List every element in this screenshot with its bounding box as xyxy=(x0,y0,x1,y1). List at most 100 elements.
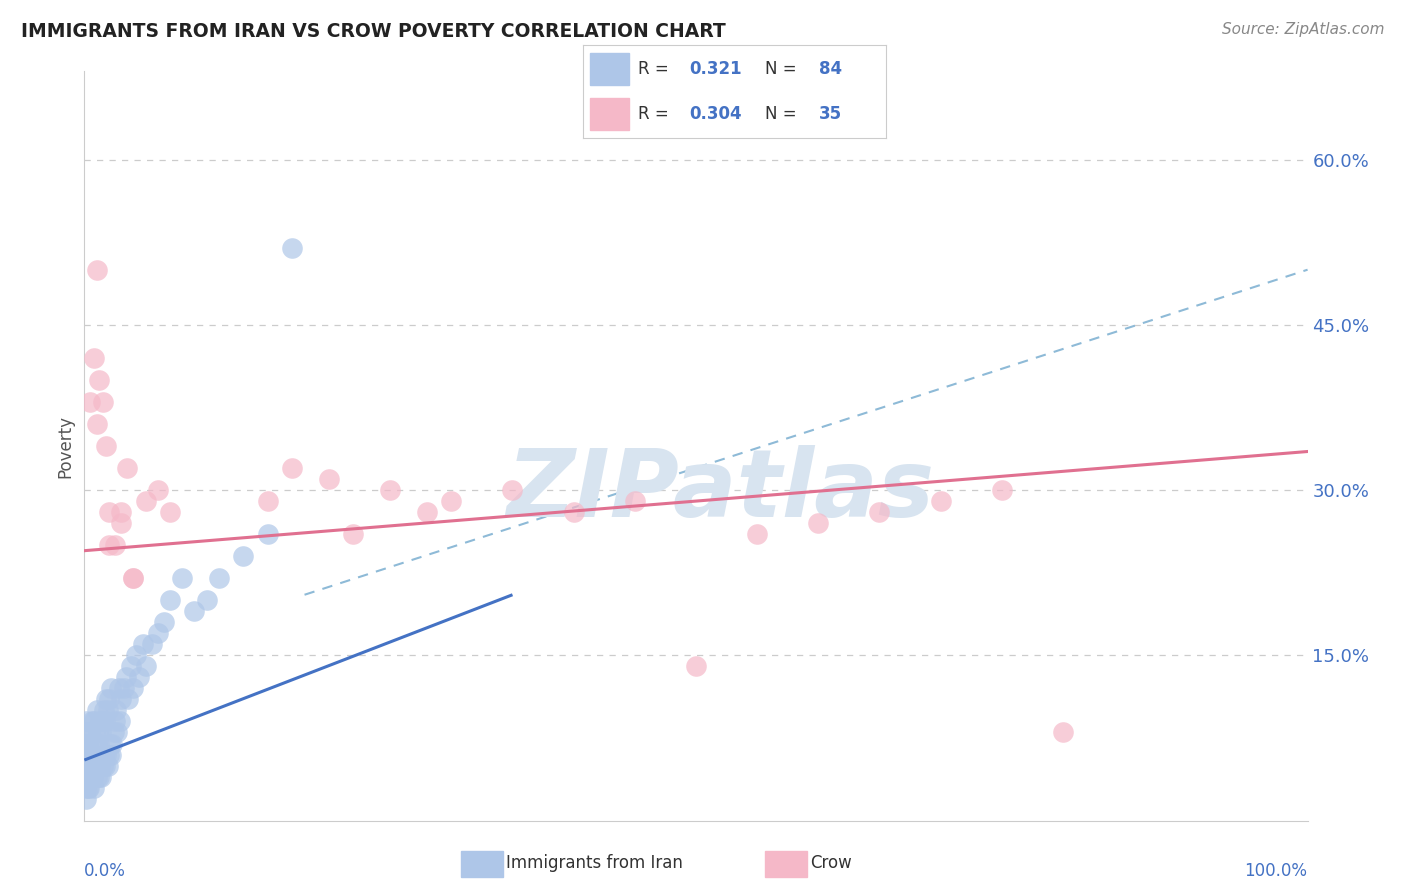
Point xyxy=(77,780,100,795)
Point xyxy=(83,747,105,762)
Point xyxy=(562,505,585,519)
Point xyxy=(87,770,110,784)
Point xyxy=(685,659,707,673)
Point xyxy=(83,714,105,729)
Point xyxy=(93,703,115,717)
Text: 84: 84 xyxy=(820,60,842,78)
Text: Source: ZipAtlas.com: Source: ZipAtlas.com xyxy=(1222,22,1385,37)
Point xyxy=(79,725,101,739)
Point xyxy=(122,571,145,585)
Point xyxy=(122,571,145,585)
Point xyxy=(90,770,112,784)
Point xyxy=(416,505,439,519)
Point xyxy=(97,505,120,519)
Point xyxy=(76,770,98,784)
Point xyxy=(97,703,120,717)
Point xyxy=(96,747,118,762)
Point xyxy=(75,791,97,805)
FancyBboxPatch shape xyxy=(589,53,628,85)
Point xyxy=(97,758,120,772)
Point xyxy=(97,692,120,706)
Point xyxy=(135,659,157,673)
Point xyxy=(77,737,100,751)
FancyBboxPatch shape xyxy=(461,851,503,878)
Point xyxy=(132,637,155,651)
Point xyxy=(101,737,124,751)
Point xyxy=(991,483,1014,497)
Point xyxy=(112,681,135,696)
Point xyxy=(87,737,110,751)
Point xyxy=(502,483,524,497)
Point xyxy=(103,725,125,739)
Point xyxy=(318,472,340,486)
Point xyxy=(91,758,114,772)
Text: 0.321: 0.321 xyxy=(689,60,742,78)
Point xyxy=(100,681,122,696)
Point xyxy=(153,615,176,630)
Point xyxy=(929,494,952,508)
Point xyxy=(128,670,150,684)
FancyBboxPatch shape xyxy=(589,98,628,130)
FancyBboxPatch shape xyxy=(765,851,807,878)
Point xyxy=(75,747,97,762)
Point xyxy=(86,703,108,717)
Point xyxy=(98,737,121,751)
Point xyxy=(79,395,101,409)
Y-axis label: Poverty: Poverty xyxy=(56,415,75,477)
Point xyxy=(159,505,181,519)
Point xyxy=(77,770,100,784)
Text: Immigrants from Iran: Immigrants from Iran xyxy=(506,854,683,872)
Point xyxy=(122,681,145,696)
Text: N =: N = xyxy=(765,105,801,123)
Point xyxy=(87,725,110,739)
Point xyxy=(104,714,127,729)
Point xyxy=(90,725,112,739)
Point xyxy=(380,483,402,497)
Point xyxy=(86,770,108,784)
Point xyxy=(232,549,254,564)
Point xyxy=(141,637,163,651)
Point xyxy=(87,758,110,772)
Point xyxy=(195,593,218,607)
Point xyxy=(83,351,105,365)
Point xyxy=(91,395,114,409)
Point xyxy=(89,714,111,729)
Point xyxy=(96,439,118,453)
Point xyxy=(89,758,111,772)
Point xyxy=(110,516,132,530)
Point xyxy=(747,527,769,541)
Point xyxy=(159,593,181,607)
Text: Crow: Crow xyxy=(810,854,852,872)
Point xyxy=(105,725,128,739)
Text: 0.0%: 0.0% xyxy=(84,862,127,880)
Text: R =: R = xyxy=(638,105,673,123)
Point xyxy=(86,262,108,277)
Point xyxy=(97,538,120,552)
Point xyxy=(75,737,97,751)
Point xyxy=(87,373,110,387)
Point xyxy=(125,648,148,663)
Point xyxy=(104,538,127,552)
Point xyxy=(77,780,100,795)
Point xyxy=(84,725,107,739)
Point xyxy=(97,747,120,762)
Point xyxy=(869,505,891,519)
Point xyxy=(105,703,128,717)
Point xyxy=(120,659,142,673)
Point xyxy=(77,747,100,762)
Text: ZIPatlas: ZIPatlas xyxy=(506,445,935,537)
Point xyxy=(117,692,139,706)
Point xyxy=(100,747,122,762)
Text: 35: 35 xyxy=(820,105,842,123)
Point xyxy=(94,758,117,772)
Point xyxy=(94,714,117,729)
Point xyxy=(84,758,107,772)
Point xyxy=(75,780,97,795)
Point xyxy=(257,494,280,508)
Point xyxy=(135,494,157,508)
Point xyxy=(440,494,463,508)
Point xyxy=(96,692,118,706)
Point xyxy=(1052,725,1074,739)
Text: 0.304: 0.304 xyxy=(689,105,742,123)
Text: R =: R = xyxy=(638,60,673,78)
